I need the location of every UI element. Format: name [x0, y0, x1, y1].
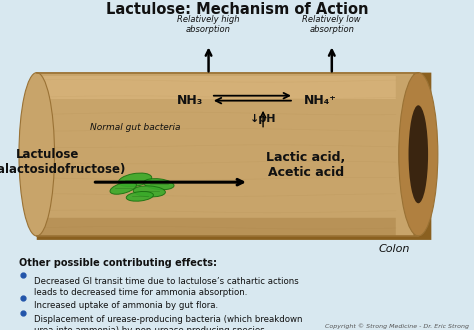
Text: Increased uptake of ammonia by gut flora.: Increased uptake of ammonia by gut flora… [34, 301, 218, 310]
Text: Displacement of urease-producing bacteria (which breakdown
urea into ammonia) by: Displacement of urease-producing bacteri… [34, 315, 302, 330]
Text: NH₃: NH₃ [176, 94, 203, 107]
Ellipse shape [126, 191, 154, 201]
Text: Lactic acid,
Acetic acid: Lactic acid, Acetic acid [266, 151, 346, 179]
Text: Relatively high
absorption: Relatively high absorption [177, 15, 240, 34]
Ellipse shape [144, 179, 174, 190]
FancyBboxPatch shape [36, 218, 396, 236]
Ellipse shape [19, 73, 55, 236]
Text: Other possible contributing effects:: Other possible contributing effects: [19, 258, 217, 268]
Text: ↓pH: ↓pH [250, 114, 276, 124]
FancyBboxPatch shape [36, 73, 431, 240]
Text: Decreased GI transit time due to lactulose’s cathartic actions
leads to decrease: Decreased GI transit time due to lactulo… [34, 277, 299, 297]
Ellipse shape [409, 105, 428, 203]
Ellipse shape [133, 186, 165, 197]
FancyBboxPatch shape [36, 76, 396, 99]
Text: Relatively low
absorption: Relatively low absorption [302, 15, 361, 34]
Ellipse shape [110, 182, 137, 194]
Text: NH₄⁺: NH₄⁺ [303, 94, 337, 107]
Text: Lactulose
(β-galactosidofructose): Lactulose (β-galactosidofructose) [0, 148, 125, 176]
Ellipse shape [399, 73, 438, 236]
Text: Normal gut bacteria: Normal gut bacteria [90, 122, 180, 132]
Text: Copyright © Strong Medicine - Dr. Eric Strong: Copyright © Strong Medicine - Dr. Eric S… [325, 324, 469, 329]
Text: Lactulose: Mechanism of Action: Lactulose: Mechanism of Action [106, 2, 368, 16]
Ellipse shape [118, 173, 152, 187]
FancyBboxPatch shape [36, 73, 413, 236]
Text: Colon: Colon [379, 244, 410, 254]
